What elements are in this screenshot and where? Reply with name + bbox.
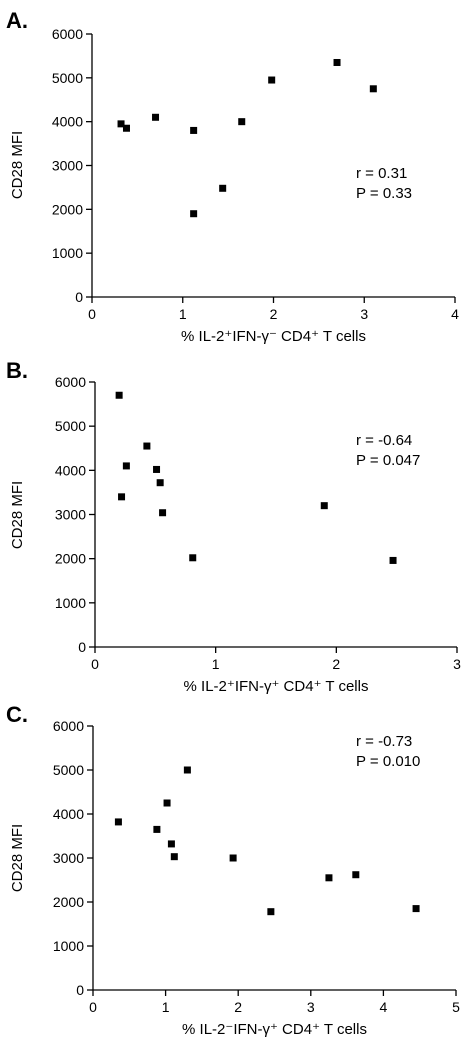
x-tick-label: 0 [89, 999, 97, 1015]
data-point [115, 391, 123, 399]
data-point [122, 124, 130, 132]
y-tick-label: 1000 [52, 245, 83, 261]
data-point [159, 509, 167, 517]
x-tick-label: 3 [307, 999, 315, 1015]
y-tick-label: 6000 [55, 374, 86, 390]
data-point [267, 908, 275, 916]
y-tick-label: 0 [78, 639, 86, 655]
y-axis-label: CD28 MFI [9, 824, 26, 892]
x-tick-label: 4 [380, 999, 388, 1015]
x-axis-label: % IL-2⁺IFN-γ⁻ CD4⁺ T cells [181, 328, 366, 345]
y-tick-label: 3000 [52, 158, 83, 174]
x-tick-label: 1 [179, 306, 187, 322]
data-point [190, 126, 198, 134]
data-point [183, 766, 191, 774]
y-tick-label: 6000 [52, 26, 83, 42]
y-tick-label: 4000 [55, 462, 86, 478]
scatter-panel: C. 0 1000 2000 3000 4000 5000 6000 0 1 2 3 4 5 % IL-2⁻… [6, 702, 460, 1038]
data-point [167, 840, 175, 848]
y-tick-label: 5000 [53, 762, 84, 778]
y-tick-label: 3000 [55, 507, 86, 523]
x-tick-label: 2 [332, 656, 340, 672]
data-point [352, 871, 360, 879]
scatter-panel: A. 0 1000 2000 3000 4000 5000 6000 0 1 2 3 4 % IL-2⁺I… [6, 8, 459, 345]
data-point [325, 874, 333, 882]
y-tick-label: 3000 [53, 850, 84, 866]
y-tick-label: 5000 [55, 418, 86, 434]
data-point [333, 58, 341, 66]
data-point [170, 853, 178, 861]
data-point [412, 905, 420, 913]
data-point [153, 825, 161, 833]
data-point [190, 210, 198, 218]
y-tick-label: 6000 [53, 718, 84, 734]
data-point [229, 854, 237, 862]
panel-label: B. [6, 358, 28, 383]
data-point [118, 493, 126, 501]
panel-label: C. [6, 702, 28, 727]
y-tick-label: 1000 [55, 595, 86, 611]
scatter-panel: B. 0 1000 2000 3000 4000 5000 6000 0 1 2 3 % IL-2⁺IF… [6, 358, 461, 695]
data-point [189, 554, 197, 562]
data-point [238, 118, 246, 126]
y-tick-label: 4000 [52, 114, 83, 130]
x-tick-label: 0 [91, 656, 99, 672]
x-tick-label: 5 [452, 999, 460, 1015]
x-tick-label: 2 [234, 999, 242, 1015]
x-tick-label: 3 [453, 656, 461, 672]
y-tick-label: 2000 [53, 894, 84, 910]
p-value: P = 0.33 [356, 185, 412, 202]
x-tick-label: 3 [360, 306, 368, 322]
data-point [114, 818, 122, 826]
data-point [143, 442, 151, 450]
x-tick-label: 4 [451, 306, 459, 322]
data-point [219, 184, 227, 192]
y-tick-label: 2000 [52, 201, 83, 217]
data-point [268, 76, 276, 84]
x-axis-label: % IL-2⁺IFN-γ⁺ CD4⁺ T cells [184, 678, 369, 695]
x-tick-label: 1 [162, 999, 170, 1015]
data-point [320, 502, 328, 510]
p-value: P = 0.047 [356, 452, 420, 469]
data-point [152, 113, 160, 121]
y-tick-label: 0 [75, 289, 83, 305]
data-point [369, 85, 377, 93]
y-axis-label: CD28 MFI [9, 131, 26, 199]
y-tick-label: 1000 [53, 938, 84, 954]
data-point [156, 479, 164, 487]
correlation-r: r = -0.64 [356, 432, 412, 449]
x-tick-label: 0 [88, 306, 96, 322]
y-tick-label: 5000 [52, 70, 83, 86]
data-point [117, 120, 125, 128]
correlation-r: r = -0.73 [356, 733, 412, 750]
data-point [163, 799, 171, 807]
y-axis-label: CD28 MFI [9, 481, 26, 549]
y-tick-label: 4000 [53, 806, 84, 822]
p-value: P = 0.010 [356, 753, 420, 770]
y-tick-label: 0 [76, 982, 84, 998]
panel-label: A. [6, 8, 28, 33]
correlation-r: r = 0.31 [356, 165, 407, 182]
data-point [389, 556, 397, 564]
x-axis-label: % IL-2⁻IFN-γ⁺ CD4⁺ T cells [182, 1021, 367, 1038]
x-tick-label: 2 [270, 306, 278, 322]
data-point [153, 465, 161, 473]
y-tick-label: 2000 [55, 551, 86, 567]
x-tick-label: 1 [212, 656, 220, 672]
data-point [122, 462, 130, 470]
